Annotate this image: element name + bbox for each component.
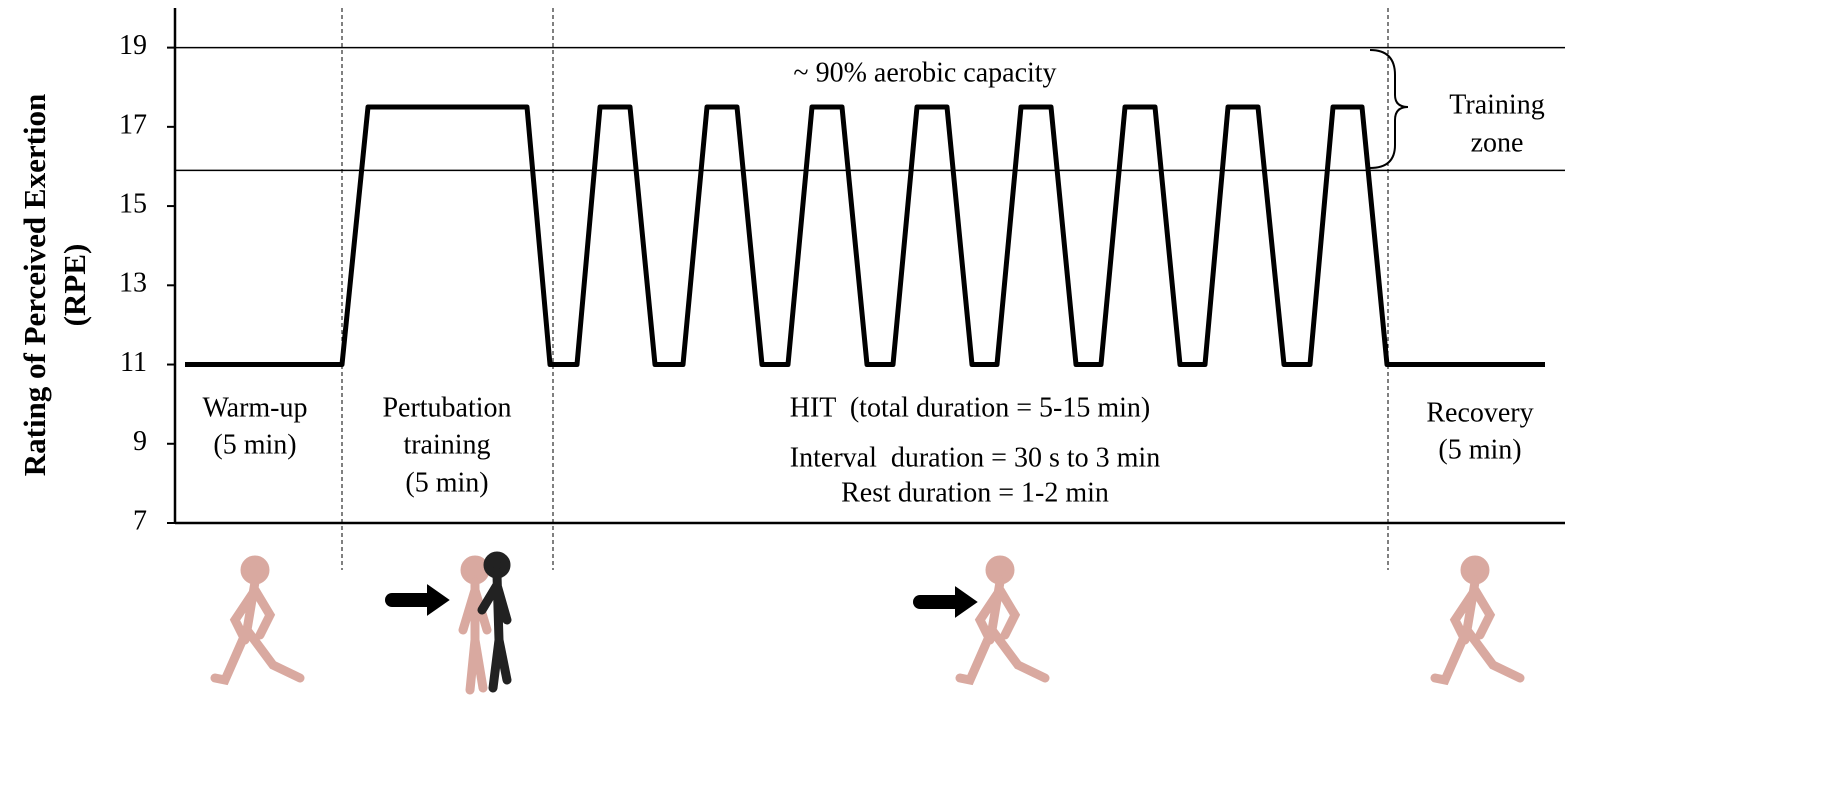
annotation: HIT (total duration = 5-15 min): [790, 392, 1151, 423]
annotation: Rest duration = 1-2 min: [841, 477, 1109, 508]
annotation: zone: [1471, 127, 1524, 158]
y-tick-label: 7: [133, 505, 147, 536]
y-axis-label: Rating of Perceived Exertion: [17, 94, 52, 477]
annotation: Training: [1449, 89, 1544, 120]
annotation: Warm-up: [202, 392, 307, 423]
figures: [215, 556, 1520, 690]
chart: 7 9 11 13 15 17 19 Rating of Perceived Exertion…: [0, 0, 1823, 797]
y-tick-label: 11: [120, 347, 147, 378]
y-tick-label: 13: [119, 268, 147, 299]
y-tick-label: 9: [133, 426, 147, 457]
annotation: Recovery: [1426, 397, 1533, 428]
y-tick-label: 17: [119, 109, 147, 140]
y-axis-label: (RPE): [57, 244, 92, 327]
annotation: (5 min): [405, 467, 488, 498]
annotation: Pertubation: [382, 392, 511, 423]
annotation: training: [403, 429, 490, 460]
annotation: (5 min): [1438, 434, 1521, 465]
rpe-line: [185, 107, 1545, 365]
annotation: (5 min): [213, 429, 296, 460]
y-tick-label: 15: [119, 188, 147, 219]
y-tick-label: 19: [119, 30, 147, 61]
annotation: ~ 90% aerobic capacity: [793, 57, 1056, 88]
brace: [1370, 50, 1408, 168]
annotation: Interval duration = 30 s to 3 min: [790, 442, 1160, 473]
